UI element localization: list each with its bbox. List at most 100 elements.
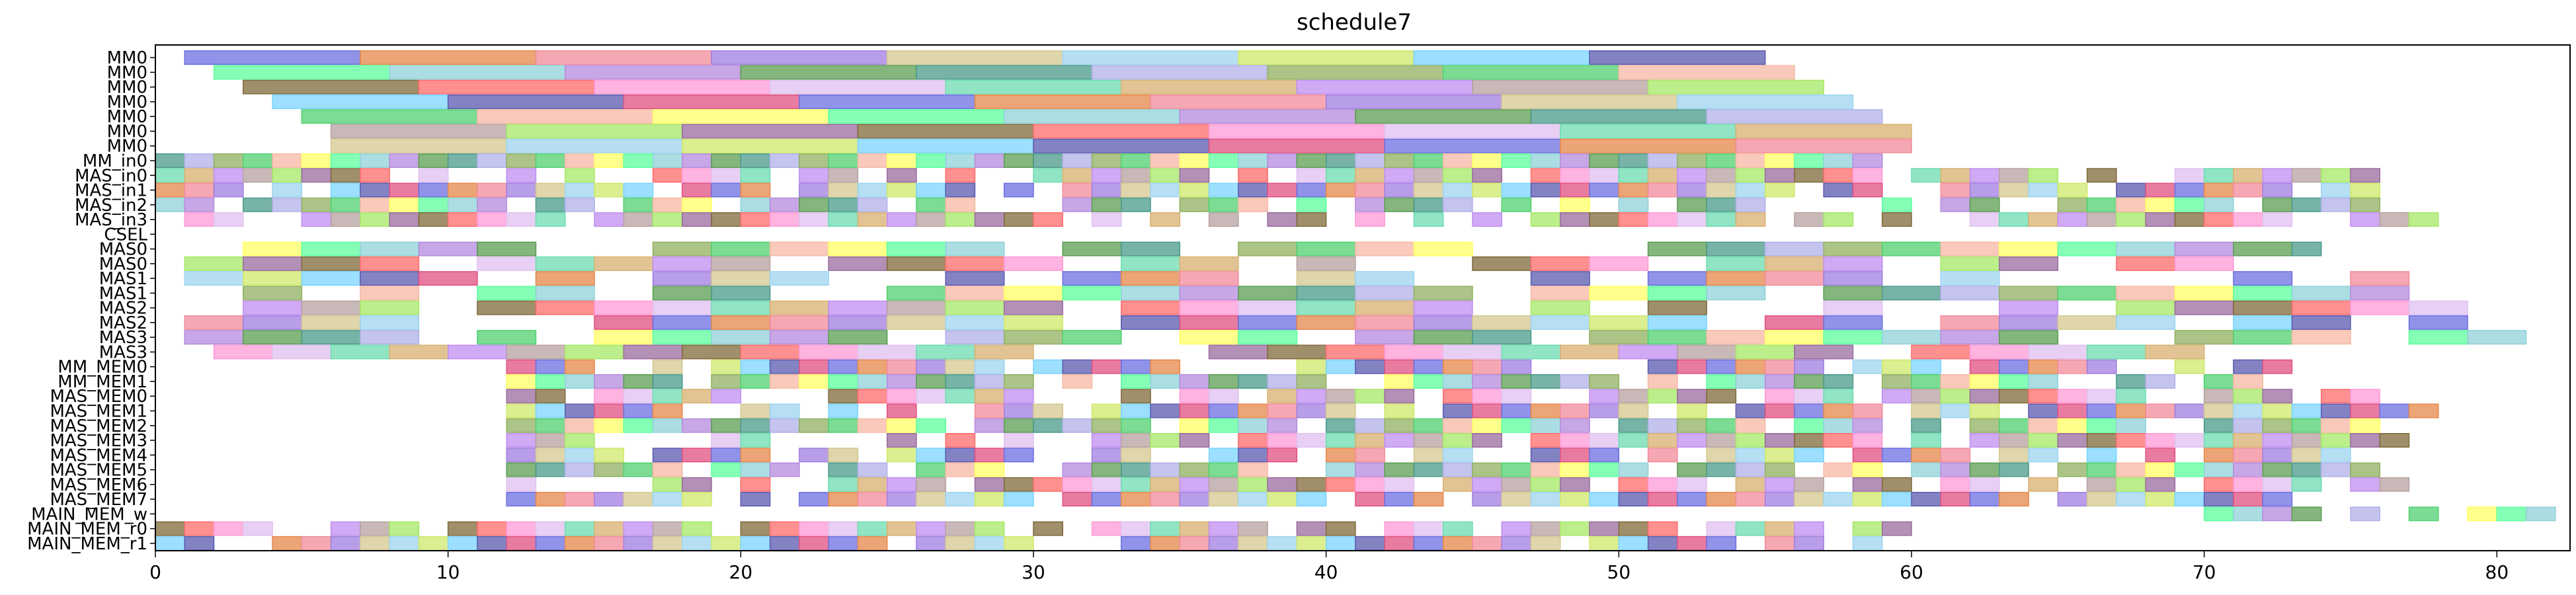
task-bar xyxy=(916,492,946,507)
task-bar xyxy=(301,300,361,315)
task-bar xyxy=(564,182,595,198)
task-bar xyxy=(1677,153,1707,168)
task-bar xyxy=(1267,477,1298,492)
task-bar xyxy=(2174,256,2234,271)
task-bar xyxy=(1677,418,1707,433)
task-bar xyxy=(1677,492,1707,507)
task-bar xyxy=(652,153,683,168)
task-bar xyxy=(506,168,537,183)
task-bar xyxy=(2408,212,2439,227)
task-bar xyxy=(301,271,361,286)
task-bar xyxy=(1325,521,1356,536)
task-bar xyxy=(2057,212,2088,227)
task-bar xyxy=(711,374,742,389)
task-bar xyxy=(1647,79,1824,95)
task-bar xyxy=(1823,462,1854,477)
task-bar xyxy=(1589,536,1620,551)
task-bar xyxy=(535,212,566,227)
y-tick-label: MAS_MEM4 xyxy=(50,446,147,465)
task-bar xyxy=(1560,344,1620,360)
y-tick-label: MAIN_MEM_w xyxy=(31,504,147,524)
task-bar xyxy=(1911,359,1942,374)
task-bar xyxy=(1647,330,1707,345)
task-bar xyxy=(1325,448,1356,463)
task-bar xyxy=(1442,433,1473,448)
task-bar xyxy=(1706,374,1737,389)
task-bar xyxy=(711,418,742,433)
task-bar xyxy=(1442,197,1473,212)
task-bar xyxy=(1179,462,1210,477)
task-bar xyxy=(2116,241,2176,257)
task-bar xyxy=(1179,536,1210,551)
task-bar xyxy=(477,286,537,301)
task-bar xyxy=(1589,182,1620,198)
task-bar xyxy=(1413,197,1444,212)
task-bar xyxy=(1296,300,1356,315)
task-bar xyxy=(1999,433,2029,448)
task-bar xyxy=(2408,300,2468,315)
task-bar xyxy=(886,359,917,374)
task-bar xyxy=(1384,182,1415,198)
task-bar xyxy=(1384,492,1415,507)
task-bar xyxy=(1384,124,1561,139)
task-bar xyxy=(1911,433,1942,448)
task-bar xyxy=(1706,271,1766,286)
task-bar xyxy=(2203,492,2234,507)
task-bar xyxy=(360,212,390,227)
task-bar xyxy=(2057,315,2117,330)
task-bar xyxy=(1794,374,1824,389)
task-bar xyxy=(2145,403,2176,418)
task-bar xyxy=(564,403,595,418)
task-bar xyxy=(1677,359,1707,374)
y-tick-label: MM0 xyxy=(107,107,147,127)
task-bar xyxy=(1881,330,1942,345)
task-bar xyxy=(1296,403,1327,418)
task-bar xyxy=(1413,50,1590,65)
task-bar xyxy=(2350,389,2381,404)
task-bar xyxy=(1442,344,1503,360)
task-bar xyxy=(1794,403,1824,418)
task-bar xyxy=(1325,433,1356,448)
task-bar xyxy=(652,271,712,286)
task-bar xyxy=(916,197,946,212)
task-bar xyxy=(1794,344,1854,360)
task-bar xyxy=(886,374,917,389)
task-bar xyxy=(1647,153,1678,168)
task-bar xyxy=(1355,492,1385,507)
task-bar xyxy=(243,271,303,286)
task-bar xyxy=(945,79,1122,95)
task-bar xyxy=(1735,124,1912,139)
task-bar xyxy=(2116,300,2176,315)
task-bar xyxy=(1238,315,1298,330)
task-bar xyxy=(2291,286,2351,301)
task-bar xyxy=(1003,330,1064,345)
task-bar xyxy=(2262,212,2293,227)
task-bar xyxy=(1706,448,1737,463)
task-bar xyxy=(711,359,742,374)
task-bar xyxy=(1150,477,1181,492)
task-bar xyxy=(886,433,917,448)
task-bar xyxy=(506,433,537,448)
task-bar xyxy=(1501,389,1532,404)
task-bar xyxy=(886,182,917,198)
task-bar xyxy=(535,492,566,507)
task-bar xyxy=(2233,433,2263,448)
task-bar xyxy=(945,182,976,198)
task-bar xyxy=(828,521,859,536)
task-bar xyxy=(1881,286,1942,301)
task-bar xyxy=(1121,256,1181,271)
task-bar xyxy=(1764,536,1795,551)
task-bar xyxy=(1442,462,1473,477)
task-bar xyxy=(916,212,946,227)
task-bar xyxy=(1940,448,1971,463)
task-bar xyxy=(1355,212,1385,227)
task-bar xyxy=(1355,448,1385,463)
task-bar xyxy=(272,153,303,168)
task-bar xyxy=(916,389,946,404)
bar-layer xyxy=(155,50,2556,551)
task-bar xyxy=(1384,536,1415,551)
task-bar xyxy=(1940,492,1971,507)
task-bar xyxy=(1823,374,1854,389)
task-bar xyxy=(506,536,537,551)
task-bar xyxy=(1384,462,1415,477)
